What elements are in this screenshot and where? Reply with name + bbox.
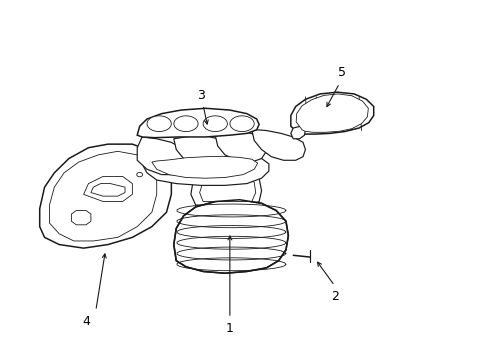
Polygon shape — [152, 156, 257, 178]
Polygon shape — [91, 184, 125, 196]
Text: 2: 2 — [330, 290, 338, 303]
Polygon shape — [137, 108, 259, 138]
Polygon shape — [190, 167, 261, 207]
Polygon shape — [296, 94, 367, 132]
Polygon shape — [49, 151, 157, 241]
Polygon shape — [83, 176, 132, 202]
Polygon shape — [40, 144, 171, 248]
Text: 5: 5 — [337, 66, 346, 79]
Polygon shape — [229, 116, 254, 131]
Polygon shape — [215, 132, 266, 162]
Polygon shape — [290, 92, 373, 134]
Polygon shape — [203, 116, 227, 131]
Text: 1: 1 — [225, 322, 233, 335]
Polygon shape — [147, 116, 171, 131]
Polygon shape — [199, 172, 255, 202]
Text: 3: 3 — [196, 89, 204, 102]
Polygon shape — [173, 200, 288, 273]
Polygon shape — [142, 153, 268, 185]
Polygon shape — [174, 116, 198, 131]
Polygon shape — [137, 137, 190, 175]
Polygon shape — [173, 135, 227, 166]
Polygon shape — [71, 211, 91, 225]
Text: 4: 4 — [82, 315, 90, 328]
Polygon shape — [290, 126, 305, 139]
Polygon shape — [251, 130, 305, 160]
